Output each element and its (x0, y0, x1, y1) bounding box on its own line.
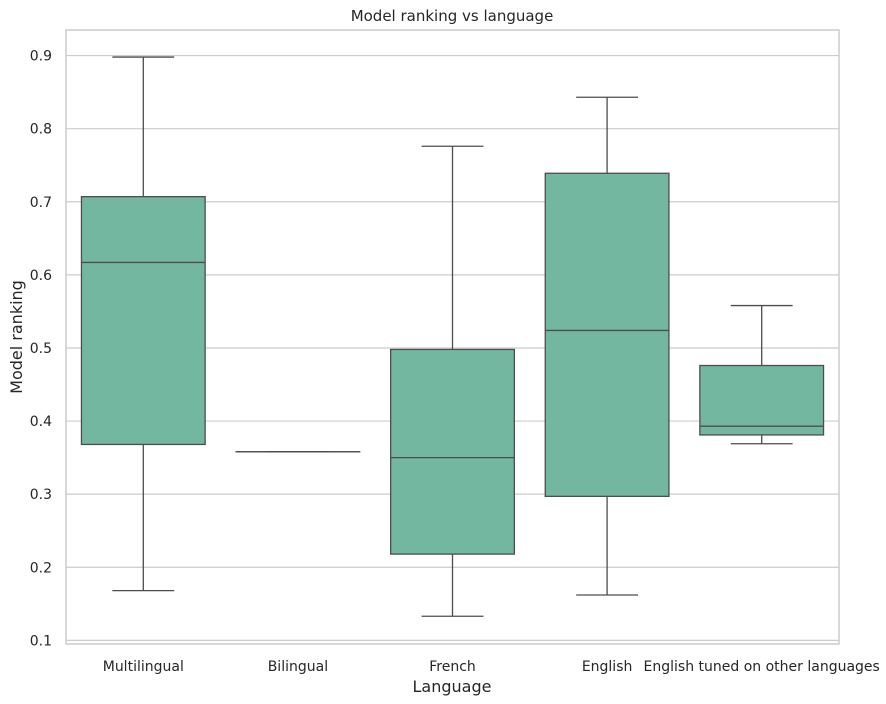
x-tick-label: English (582, 659, 633, 675)
y-tick-label: 0.1 (30, 633, 52, 649)
iqr-box (390, 348, 515, 555)
box-french (390, 145, 515, 617)
x-tick-label: English tuned on other languages (644, 659, 880, 675)
y-tick-label: 0.6 (30, 268, 52, 284)
box-english (544, 96, 670, 596)
y-axis-title: Model ranking (7, 280, 26, 394)
y-tick-label: 0.5 (30, 341, 52, 357)
plot-frame (65, 29, 840, 645)
y-tick-label: 0.8 (30, 122, 52, 138)
y-tick-label: 0.4 (30, 414, 52, 430)
y-tick-label: 0.9 (30, 49, 52, 65)
iqr-box (80, 196, 206, 446)
y-tick-labels: 0.1 0.2 0.3 0.4 0.5 0.6 0.7 0.8 0.9 (30, 49, 52, 650)
box-english-tuned-on-other-languages (699, 304, 825, 445)
x-tick-label: Multilingual (103, 659, 184, 675)
x-tick-labels: Multilingual Bilingual French English Englis… (103, 659, 880, 675)
iqr-box (544, 172, 670, 497)
boxes (80, 56, 825, 617)
y-tick-label: 0.3 (30, 487, 52, 503)
y-tick-label: 0.7 (30, 195, 52, 211)
y-tick-label: 0.2 (30, 560, 52, 576)
x-tick-label: Bilingual (268, 659, 328, 675)
iqr-box (699, 364, 825, 436)
chart-title: Model ranking vs language (351, 7, 554, 25)
x-tick-label: French (429, 659, 476, 675)
x-axis-title: Language (413, 677, 492, 696)
box-multilingual (80, 56, 206, 592)
